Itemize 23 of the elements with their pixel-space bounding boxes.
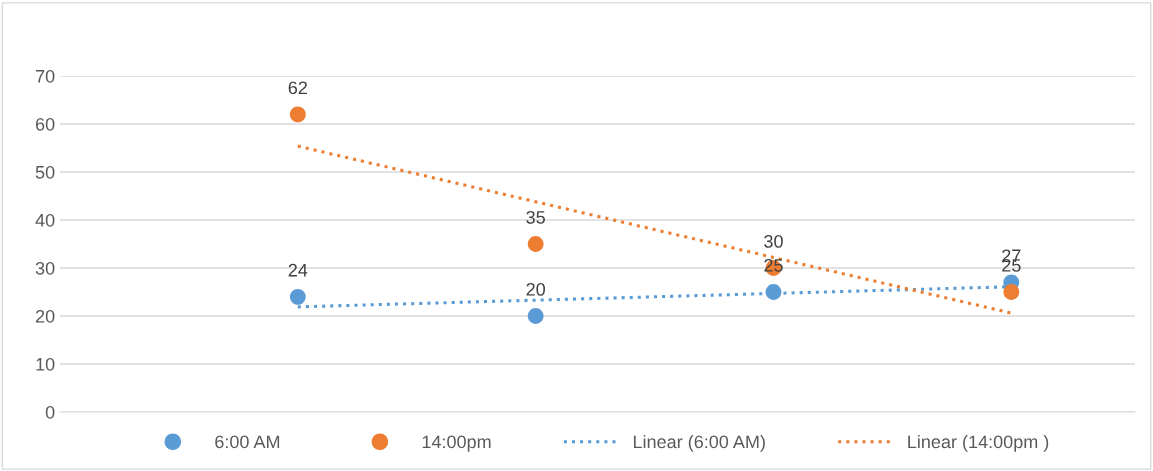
data-label: 35 [526,210,545,224]
y-tick-label: 40 [35,213,55,227]
y-tick-label: 0 [45,405,55,419]
point [527,236,544,252]
point [1003,284,1020,300]
y-tick-label: 10 [36,357,55,371]
point [765,284,782,300]
legend-label: 6:00 AM [215,435,280,449]
y-tick-label: 70 [35,69,55,83]
data-label: 24 [288,263,308,277]
y-tick-label: 60 [35,117,55,131]
data-label: 30 [764,234,783,248]
legend-label: 14:00pm [422,435,491,452]
point [289,106,306,123]
legend-label: Linear (14:00pm ) [908,434,1049,452]
point [527,308,544,324]
y-tick-label: 20 [35,309,55,323]
data-label: 20 [526,282,545,296]
y-tick-label: 30 [35,261,55,275]
y-tick-label: 50 [35,165,55,179]
data-label: 62 [288,81,307,95]
point [289,288,306,305]
legend-label: Linear (6:00 AM) [633,434,765,452]
